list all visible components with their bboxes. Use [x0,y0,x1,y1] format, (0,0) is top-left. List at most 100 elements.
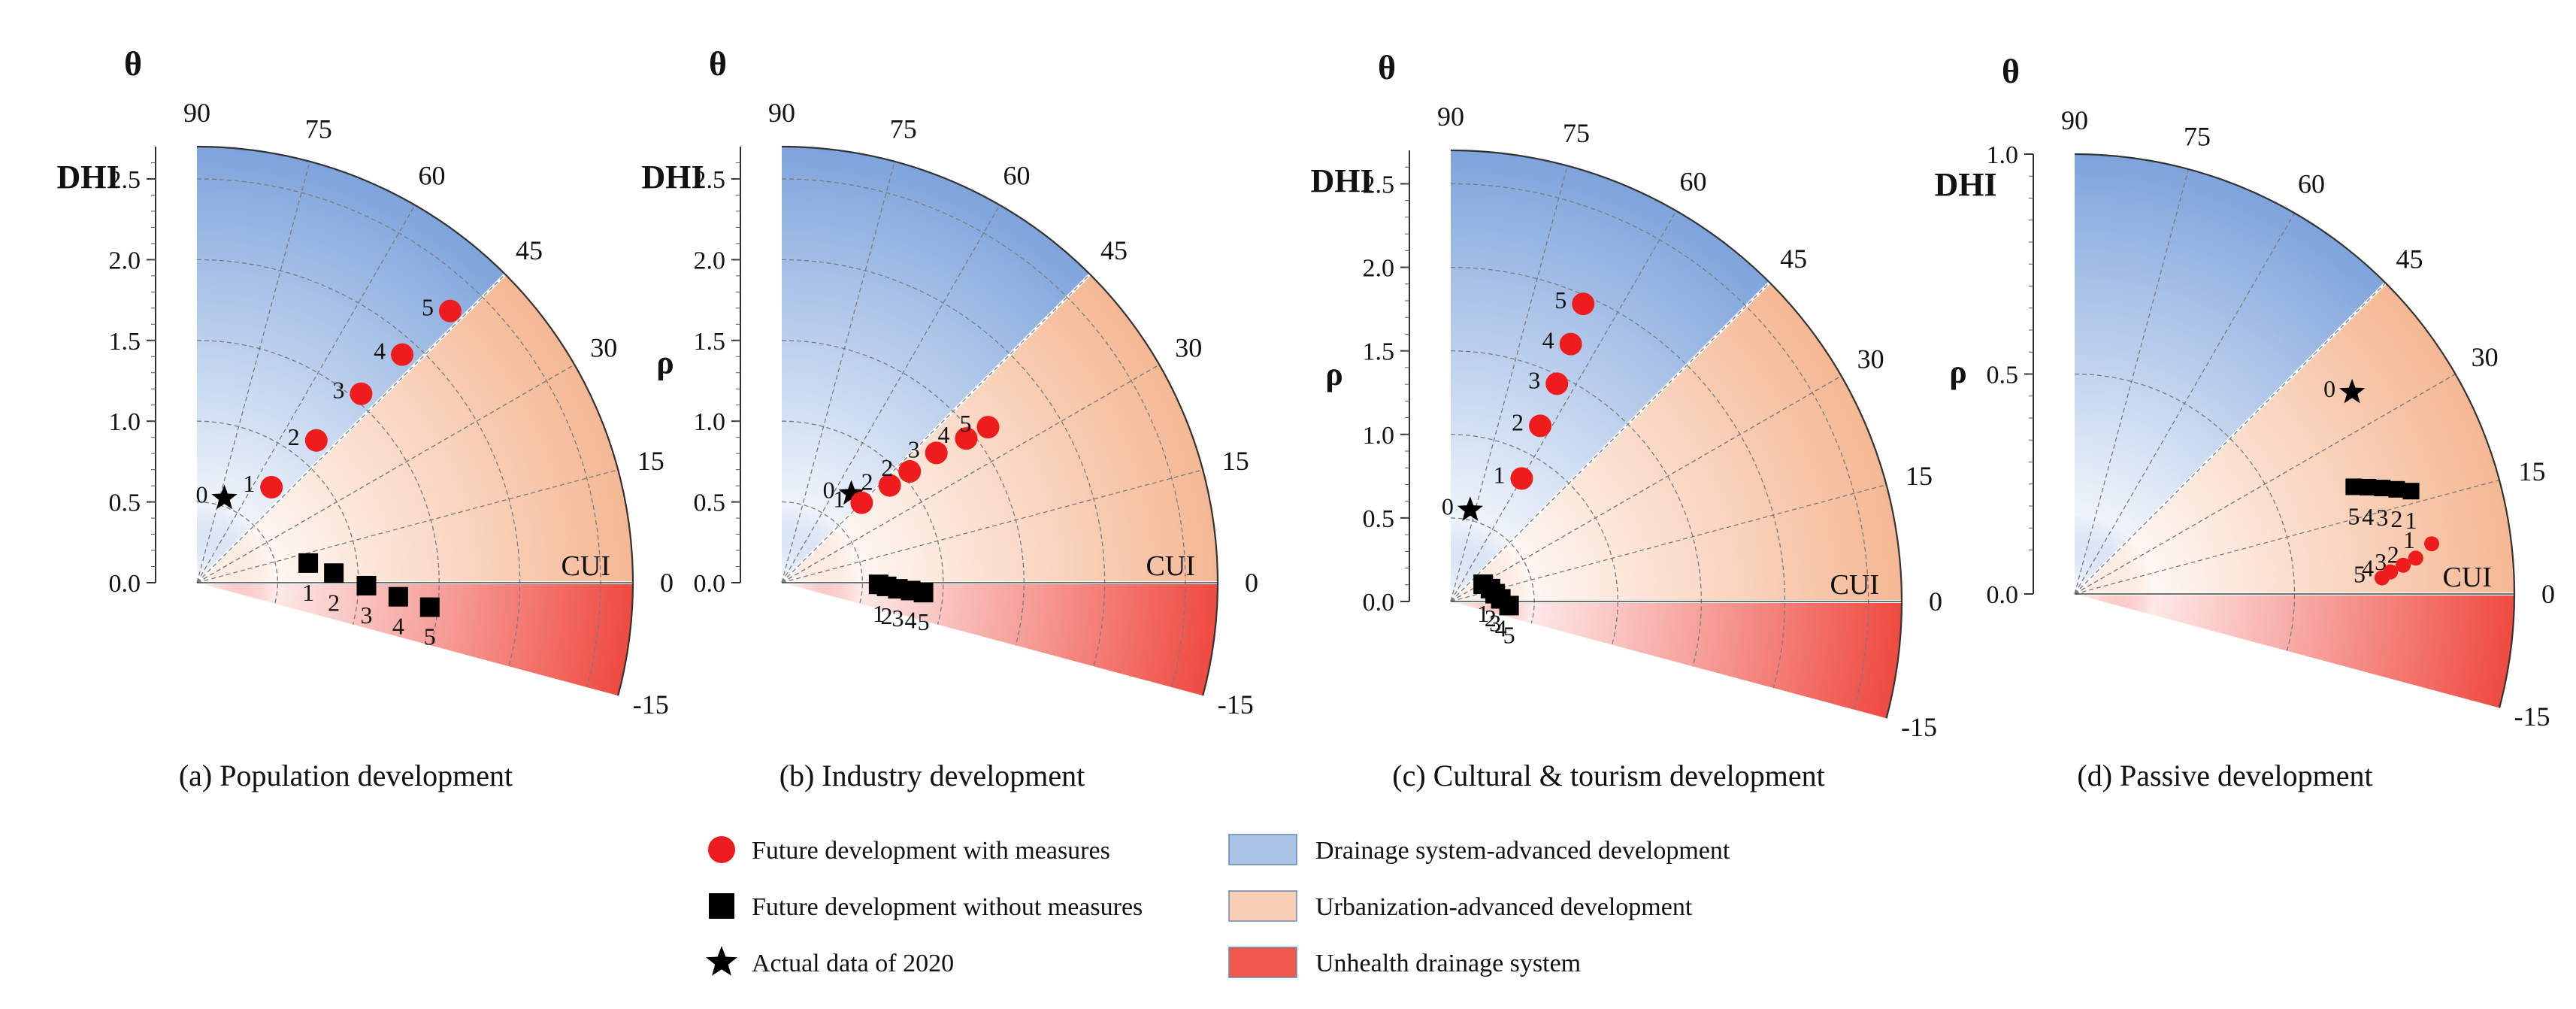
point-label: 5 [959,410,971,437]
grid-spoke [1450,211,1677,602]
series-star: 0 [196,481,238,510]
point-with-measures [850,491,873,514]
point-label: 1 [1493,461,1505,488]
outer-arc [2074,153,2516,708]
theta-tick-label: 90 [1437,102,1464,132]
cui-label: CUI [1146,550,1195,582]
theta-tick-label: 45 [2396,244,2423,274]
point-label: 3 [908,435,920,462]
theta-tick-label: -15 [2514,701,2550,732]
theta-tick-label: 90 [183,98,210,128]
legend-label: Urbanization-advanced development [1315,893,1693,921]
point-label: 2 [1512,408,1524,435]
grid-arc [1450,183,1869,710]
point-with-measures [2408,550,2423,566]
theta-tick-label: 30 [1857,344,1884,374]
region-unhealth-drainage [197,583,633,696]
point-label: 2 [881,454,893,481]
point-with-measures [1510,467,1533,490]
point-without-measures [2402,483,2420,500]
series-circle: 1 2 3 4 5 [243,294,462,499]
grid-arc [196,340,440,646]
rho-axis-title: ρ [1325,356,1343,392]
r-tick-label: 1.0 [694,408,726,436]
point-with-measures [304,429,328,452]
point-label: 0 [1442,492,1454,520]
legend-swatch [1228,834,1297,865]
r-tick-label: 2.0 [109,247,141,274]
legend-label: Future development with measures [752,837,1110,865]
grid-spoke [1450,165,1568,602]
r-tick-label: 0.0 [1363,589,1395,617]
point-with-measures [1559,332,1582,356]
point-label: 1 [873,600,885,627]
point-label: 5 [918,608,930,635]
panel-3: 0.00.51.01.52.02.5CUI9075604530150-15θDH… [1310,48,1942,792]
point-label: 4 [2362,555,2374,582]
point-with-measures [2396,557,2411,573]
theta-tick-label: 15 [2519,456,2546,486]
point-with-measures [350,382,373,405]
grid-spoke [781,364,1160,583]
grid-spoke [781,469,1203,583]
theta-title: θ [124,44,142,83]
point-without-measures [298,553,319,573]
legend-item: Future development without measures [709,893,1143,921]
point-label: 5 [422,294,434,321]
cui-label: CUI [2443,562,2492,593]
theta-tick-label: -15 [1218,689,1254,720]
r-tick-label: 0.5 [109,489,141,517]
grid-arc [196,178,601,688]
r-axis-title: DHI [56,159,119,195]
theta-tick-label: 60 [1680,166,1707,196]
point-with-measures [2374,570,2390,586]
point-without-measures [2360,478,2377,495]
polar-panels: 0.00.51.01.52.02.5CUI9075604530150-15θDH… [56,44,2555,792]
panel-caption: (b) Industry development [779,759,1085,792]
point-without-measures [913,583,934,603]
r-tick-label: 2.5 [1363,171,1395,198]
panel-1: 0.00.51.01.52.02.5CUI9075604530150-15θDH… [56,44,674,792]
theta-tick-label: 75 [890,114,917,144]
theta-tick-label: 0 [1245,568,1258,598]
outer-arc [781,145,1219,696]
point-with-measures [1545,372,1569,395]
point-label: 5 [2354,561,2366,588]
legend-swatch [1228,890,1297,922]
region-urbanization-advanced [197,274,633,583]
point-with-measures [391,343,414,366]
region-unhealth-drainage [782,583,1218,696]
point-with-measures [976,416,1000,439]
point-label: 4 [374,338,386,365]
r-axis-title: DHI [1934,166,1996,203]
point-without-measures [2374,480,2391,497]
panel-caption: (a) Population development [179,759,513,792]
point-label: 2 [1485,604,1497,632]
point-label: 4 [937,421,949,448]
r-axis-title: DHI [1310,162,1373,199]
series-star: 0 [1442,492,1483,521]
theta-tick-label: 45 [516,235,543,265]
r-tick-label: 2.5 [109,166,141,194]
theta-tick-label: 0 [1929,586,1942,617]
point-with-measures [898,460,922,483]
point-label: 0 [2323,375,2335,402]
theta-tick-label: 75 [305,114,332,144]
point-label: 4 [392,613,404,640]
point-label: 2 [881,602,893,629]
panel-caption: (d) Passive development [2077,759,2372,792]
region-unhealth-drainage [1451,601,1902,719]
point-with-measures [1529,414,1552,438]
grid-spoke [2074,479,2500,595]
point-label: 2 [328,589,340,616]
grid-spoke [2074,213,2296,595]
point-with-measures [878,474,901,497]
point-without-measures [419,597,440,617]
r-tick-label: 1.5 [694,328,726,356]
legend-label: Unhealth drainage system [1315,950,1581,977]
point-label: 1 [1477,600,1489,627]
r-tick-label: 0.5 [1987,362,2019,389]
point-label: 3 [2375,548,2387,575]
point-label: 3 [891,604,904,632]
